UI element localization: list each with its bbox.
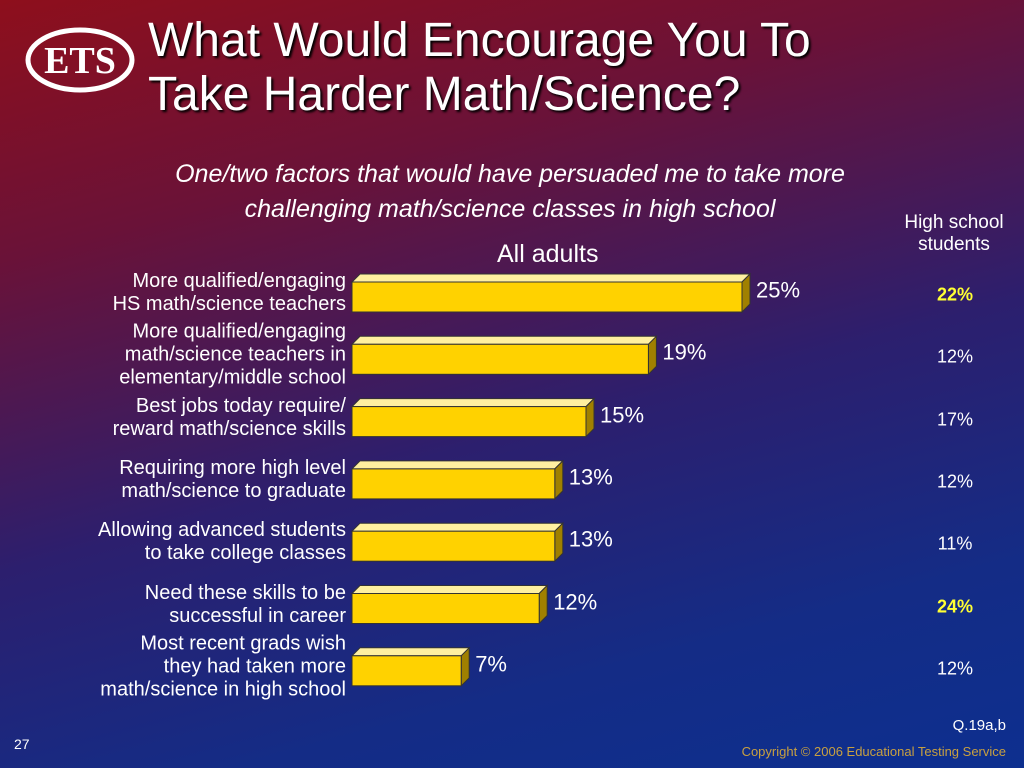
hs-value: 17% — [936, 409, 974, 430]
page-number: 27 — [14, 736, 30, 752]
category-label: Allowing advanced students to take colle… — [98, 519, 346, 565]
bar-face — [351, 468, 556, 500]
logo: ETS — [25, 27, 135, 93]
bar-top — [350, 398, 596, 408]
value-label: 13% — [568, 526, 613, 552]
bar — [350, 335, 658, 376]
value-label: 15% — [600, 401, 645, 427]
bar-top — [350, 335, 658, 345]
bar-top — [350, 460, 565, 470]
bar — [350, 584, 549, 625]
value-label: 25% — [756, 277, 801, 303]
copyright: Copyright © 2006 Educational Testing Ser… — [741, 744, 1006, 759]
logo-text: ETS — [44, 40, 116, 82]
hs-value: 24% — [936, 596, 974, 616]
bar-face — [351, 593, 540, 624]
bar — [350, 459, 565, 501]
category-label: Best jobs today require/ reward math/sci… — [112, 394, 346, 440]
hs-value: 12% — [936, 471, 974, 492]
bar-face — [351, 530, 556, 562]
bar — [350, 397, 596, 438]
source-note: Q.19a,b — [952, 717, 1006, 734]
category-label: Most recent grads wish they had taken mo… — [100, 632, 346, 701]
value-label: 19% — [662, 339, 707, 365]
hs-value: 11% — [937, 533, 973, 554]
hs-value: 12% — [936, 346, 974, 367]
bar — [350, 646, 471, 688]
series-header: High school students — [904, 212, 1004, 255]
bar-face — [351, 655, 462, 687]
hs-value: 12% — [936, 658, 974, 679]
value-label: 12% — [553, 588, 598, 614]
bar-top — [350, 522, 565, 532]
bar-face — [351, 281, 743, 313]
bar-face — [351, 343, 649, 375]
category-label: Requiring more high level math/science t… — [119, 456, 346, 502]
bar-top — [350, 585, 549, 594]
bar — [350, 272, 752, 314]
series-header: All adults — [497, 240, 599, 268]
bar-top — [350, 647, 471, 657]
value-label: 7% — [475, 651, 507, 677]
category-label: Need these skills to be successful in ca… — [144, 581, 346, 627]
chart-subtitle: One/two factors that would have persuade… — [175, 160, 845, 223]
value-label: 13% — [568, 464, 613, 490]
bar-top — [350, 273, 752, 283]
category-label: More qualified/engaging math/science tea… — [119, 320, 346, 389]
bar-face — [351, 406, 587, 438]
bar — [350, 521, 565, 563]
category-label: More qualified/engaging HS math/science … — [112, 270, 346, 315]
hs-value: 22% — [936, 284, 974, 305]
chart-title: What Would Encourage You To Take Harder … — [148, 14, 811, 121]
